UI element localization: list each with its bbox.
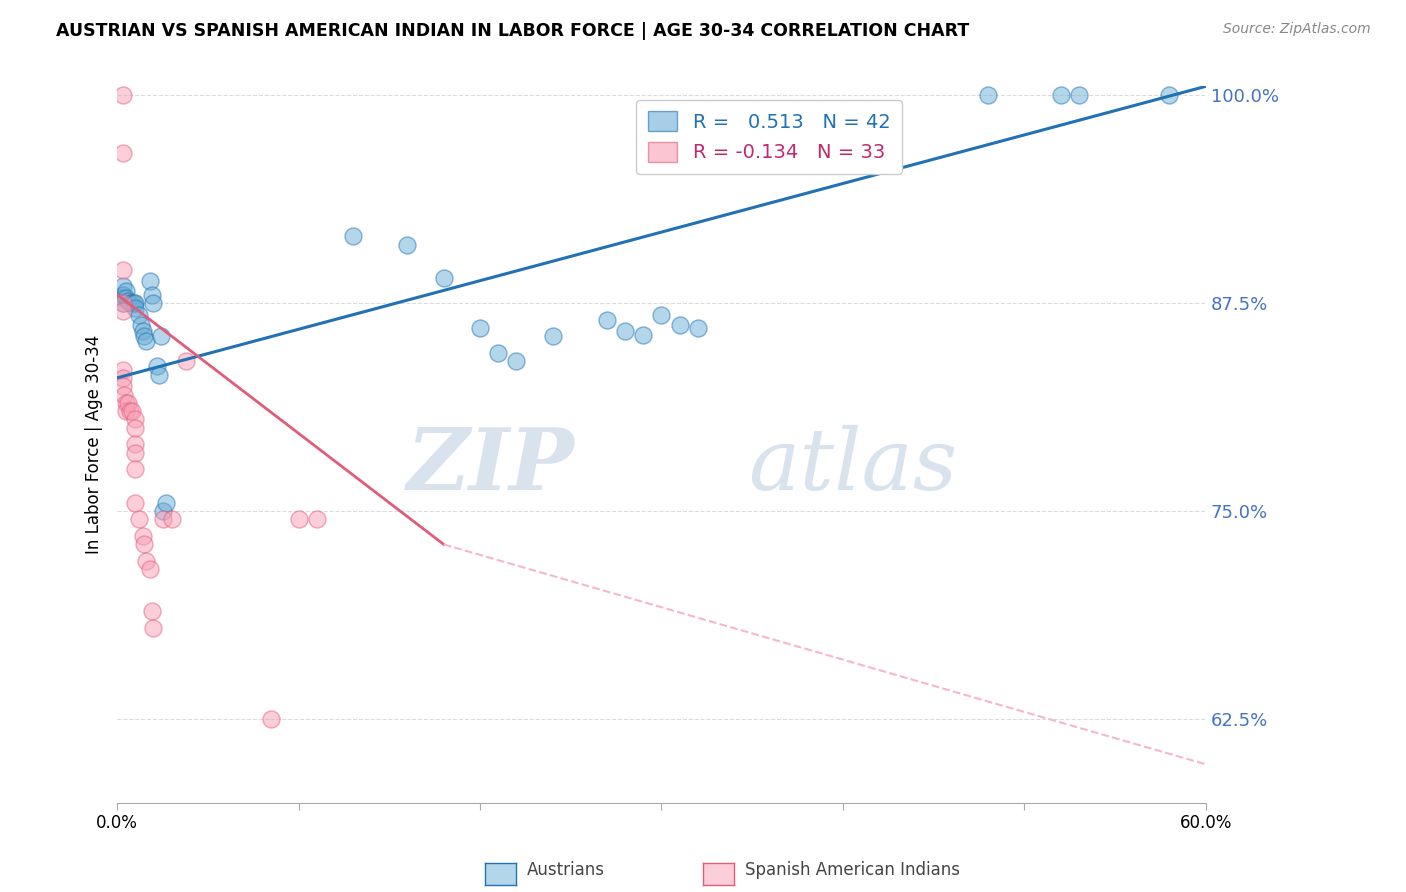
Point	[124, 446, 146, 460]
Point	[142, 621, 165, 635]
Point	[152, 512, 174, 526]
Point	[135, 334, 157, 349]
Point	[141, 287, 163, 301]
Y-axis label: In Labor Force | Age 30-34: In Labor Force | Age 30-34	[86, 334, 103, 554]
Point	[305, 512, 328, 526]
Point	[111, 146, 134, 161]
Point	[134, 329, 156, 343]
Text: ZIP: ZIP	[406, 425, 574, 508]
Point	[287, 512, 309, 526]
Point	[686, 321, 709, 335]
Point	[135, 554, 157, 568]
Point	[124, 296, 146, 310]
Point	[486, 346, 509, 360]
Point	[124, 421, 146, 435]
Text: AUSTRIAN VS SPANISH AMERICAN INDIAN IN LABOR FORCE | AGE 30-34 CORRELATION CHART: AUSTRIAN VS SPANISH AMERICAN INDIAN IN L…	[56, 22, 970, 40]
Point	[148, 368, 170, 382]
Legend: R =   0.513   N = 42, R = -0.134   N = 33: R = 0.513 N = 42, R = -0.134 N = 33	[637, 100, 903, 174]
Point	[111, 379, 134, 393]
Point	[117, 396, 139, 410]
Point	[1159, 87, 1181, 102]
Point	[1049, 87, 1071, 102]
Point	[260, 712, 283, 726]
Point	[111, 287, 134, 301]
Point	[124, 412, 146, 426]
Text: Austrians: Austrians	[527, 861, 605, 879]
Point	[111, 296, 134, 310]
Point	[111, 291, 134, 305]
Point	[118, 296, 141, 310]
Point	[505, 354, 527, 368]
Point	[131, 324, 153, 338]
Point	[124, 462, 146, 476]
Point	[668, 318, 690, 332]
Point	[124, 496, 146, 510]
Point	[117, 294, 139, 309]
Point	[541, 329, 564, 343]
Point	[115, 284, 138, 298]
Point	[111, 262, 134, 277]
Point	[141, 604, 163, 618]
Point	[433, 271, 456, 285]
Text: Spanish American Indians: Spanish American Indians	[745, 861, 960, 879]
Point	[121, 404, 143, 418]
Point	[152, 504, 174, 518]
Point	[115, 404, 138, 418]
Point	[111, 304, 134, 318]
Point	[396, 237, 419, 252]
Point	[146, 359, 169, 374]
Point	[111, 279, 134, 293]
Point	[115, 396, 138, 410]
Point	[139, 274, 162, 288]
Point	[650, 308, 672, 322]
Point	[155, 496, 177, 510]
Point	[1067, 87, 1090, 102]
Point	[142, 296, 165, 310]
Point	[596, 312, 619, 326]
Point	[128, 308, 150, 322]
Point	[124, 437, 146, 451]
Point	[129, 318, 152, 332]
Point	[121, 296, 143, 310]
Point	[160, 512, 183, 526]
Point	[111, 296, 134, 310]
Point	[111, 362, 134, 376]
Point	[149, 329, 172, 343]
Point	[134, 537, 156, 551]
Point	[468, 321, 491, 335]
Point	[111, 371, 134, 385]
Point	[128, 512, 150, 526]
Point	[114, 387, 136, 401]
Point	[614, 324, 637, 338]
Point	[342, 229, 364, 244]
Point	[118, 404, 141, 418]
Point	[122, 296, 145, 310]
Point	[131, 529, 153, 543]
Text: atlas: atlas	[748, 425, 957, 508]
Point	[977, 87, 1000, 102]
Text: Source: ZipAtlas.com: Source: ZipAtlas.com	[1223, 22, 1371, 37]
Point	[174, 354, 197, 368]
Point	[124, 301, 146, 315]
Point	[111, 87, 134, 102]
Point	[115, 291, 138, 305]
Point	[633, 327, 655, 342]
Point	[139, 562, 162, 576]
